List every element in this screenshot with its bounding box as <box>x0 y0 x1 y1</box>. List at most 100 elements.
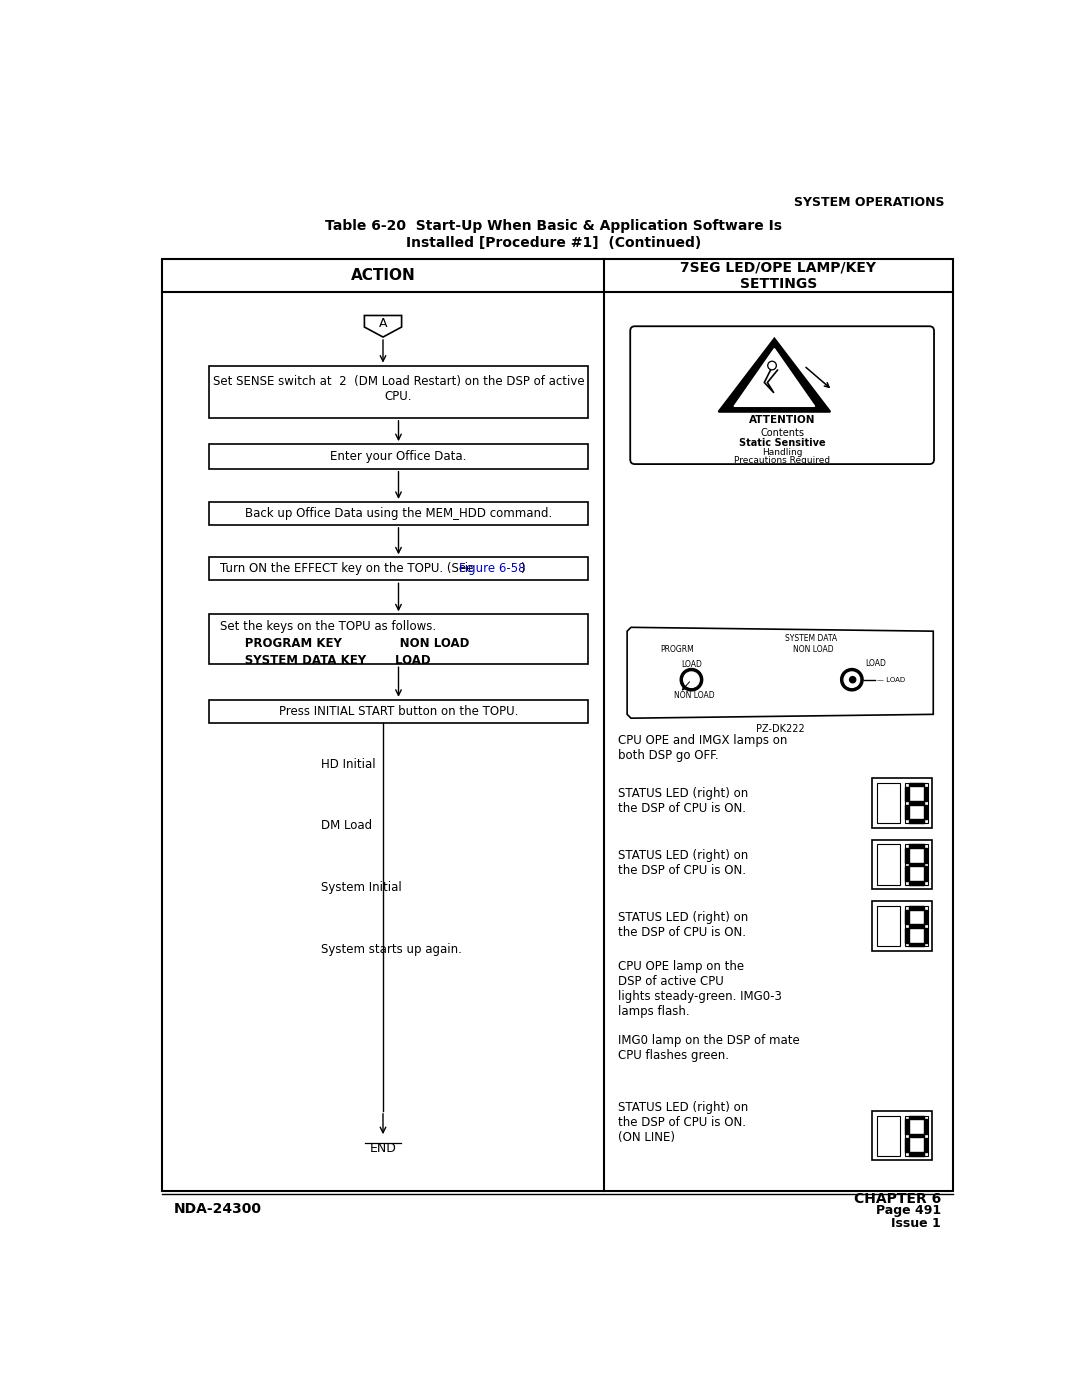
Text: CPU OPE and IMGX lamps on
both DSP go OFF.: CPU OPE and IMGX lamps on both DSP go OF… <box>618 733 787 761</box>
Text: A: A <box>379 317 388 331</box>
Text: 7SEG LED/OPE LAMP/KEY
SETTINGS: 7SEG LED/OPE LAMP/KEY SETTINGS <box>680 261 876 291</box>
Bar <box>905 805 908 819</box>
Text: Page 491: Page 491 <box>876 1204 941 1218</box>
Text: ACTION: ACTION <box>351 268 416 284</box>
Bar <box>905 787 908 800</box>
FancyBboxPatch shape <box>877 782 900 823</box>
Bar <box>908 819 923 823</box>
FancyBboxPatch shape <box>208 615 589 665</box>
Bar <box>923 805 928 819</box>
Text: Issue 1: Issue 1 <box>891 1217 941 1229</box>
Text: PROGRAM KEY              NON LOAD: PROGRAM KEY NON LOAD <box>220 637 470 651</box>
Bar <box>905 928 908 943</box>
Polygon shape <box>734 349 814 407</box>
Bar <box>923 1137 928 1153</box>
Text: END: END <box>369 1141 396 1155</box>
Bar <box>908 882 923 884</box>
Text: Back up Office Data using the MEM_HDD command.: Back up Office Data using the MEM_HDD co… <box>245 507 552 520</box>
Text: ): ) <box>521 563 525 576</box>
FancyBboxPatch shape <box>631 327 934 464</box>
FancyBboxPatch shape <box>877 907 900 946</box>
Circle shape <box>768 362 777 370</box>
Bar <box>908 925 923 928</box>
Text: Set SENSE switch at  2  (DM Load Restart) on the DSP of active
CPU.: Set SENSE switch at 2 (DM Load Restart) … <box>213 374 584 402</box>
Bar <box>908 1116 923 1119</box>
FancyBboxPatch shape <box>905 782 928 823</box>
FancyBboxPatch shape <box>872 901 932 951</box>
FancyBboxPatch shape <box>877 844 900 884</box>
Bar <box>908 907 923 909</box>
Text: Press INITIAL START button on the TOPU.: Press INITIAL START button on the TOPU. <box>279 704 518 718</box>
FancyBboxPatch shape <box>208 366 589 418</box>
Bar <box>923 848 928 863</box>
Text: STATUS LED (right) on
the DSP of CPU is ON.
(ON LINE): STATUS LED (right) on the DSP of CPU is … <box>618 1101 748 1144</box>
Bar <box>923 787 928 800</box>
FancyBboxPatch shape <box>208 502 589 525</box>
FancyBboxPatch shape <box>162 260 953 1192</box>
Bar <box>923 1119 928 1134</box>
Text: STATUS LED (right) on
the DSP of CPU is ON.: STATUS LED (right) on the DSP of CPU is … <box>618 788 748 816</box>
Text: CHAPTER 6: CHAPTER 6 <box>854 1192 941 1206</box>
Circle shape <box>840 669 863 692</box>
Text: LOAD: LOAD <box>865 659 886 668</box>
Bar <box>923 866 928 882</box>
Text: Contents: Contents <box>760 427 805 437</box>
Text: Turn ON the EFFECT key on the TOPU. (See: Turn ON the EFFECT key on the TOPU. (See <box>220 563 477 576</box>
Text: Table 6-20  Start-Up When Basic & Application Software Is: Table 6-20 Start-Up When Basic & Applica… <box>325 219 782 233</box>
FancyBboxPatch shape <box>877 1116 900 1155</box>
Bar <box>908 782 923 787</box>
Text: LOAD: LOAD <box>681 659 702 669</box>
Bar <box>908 1134 923 1137</box>
Text: NON LOAD: NON LOAD <box>793 645 834 654</box>
FancyBboxPatch shape <box>208 557 589 580</box>
Text: DM Load: DM Load <box>321 820 373 833</box>
FancyBboxPatch shape <box>872 840 932 888</box>
Polygon shape <box>627 627 933 718</box>
Bar <box>908 943 923 946</box>
Bar <box>905 866 908 882</box>
Circle shape <box>769 363 775 369</box>
Text: SYSTEM DATA KEY       LOAD: SYSTEM DATA KEY LOAD <box>220 654 431 668</box>
FancyBboxPatch shape <box>208 444 589 469</box>
Text: Enter your Office Data.: Enter your Office Data. <box>330 450 467 462</box>
Bar <box>908 800 923 805</box>
Text: System starts up again.: System starts up again. <box>321 943 462 956</box>
Text: HD Initial: HD Initial <box>321 759 376 771</box>
Text: SYSTEM OPERATIONS: SYSTEM OPERATIONS <box>795 196 945 210</box>
Bar <box>908 863 923 866</box>
Text: Set the keys on the TOPU as follows.: Set the keys on the TOPU as follows. <box>220 620 436 633</box>
Bar <box>908 1153 923 1155</box>
Text: IMG0 lamp on the DSP of mate
CPU flashes green.: IMG0 lamp on the DSP of mate CPU flashes… <box>618 1034 799 1062</box>
Bar <box>905 1119 908 1134</box>
Text: STATUS LED (right) on
the DSP of CPU is ON.: STATUS LED (right) on the DSP of CPU is … <box>618 911 748 939</box>
Polygon shape <box>364 316 402 337</box>
Text: — LOAD: — LOAD <box>877 676 905 683</box>
Bar <box>905 909 908 925</box>
FancyBboxPatch shape <box>905 844 928 884</box>
Text: NON LOAD: NON LOAD <box>674 690 715 700</box>
Circle shape <box>850 676 855 683</box>
Bar <box>905 1137 908 1153</box>
Text: System Initial: System Initial <box>321 882 402 894</box>
Text: SYSTEM DATA: SYSTEM DATA <box>785 634 837 643</box>
FancyBboxPatch shape <box>905 1116 928 1155</box>
Circle shape <box>845 672 860 687</box>
Text: Static Sensitive: Static Sensitive <box>739 437 825 448</box>
Polygon shape <box>718 338 831 412</box>
FancyBboxPatch shape <box>208 700 589 722</box>
Text: CPU OPE lamp on the
DSP of active CPU
lights steady-green. IMG0-3
lamps flash.: CPU OPE lamp on the DSP of active CPU li… <box>618 960 782 1018</box>
Text: PROGRM: PROGRM <box>661 645 694 654</box>
FancyBboxPatch shape <box>905 907 928 946</box>
Text: ATTENTION: ATTENTION <box>748 415 815 425</box>
Bar <box>908 844 923 848</box>
Bar <box>905 848 908 863</box>
Bar <box>923 928 928 943</box>
Bar <box>923 909 928 925</box>
Text: Precautions Required: Precautions Required <box>734 457 831 465</box>
Text: STATUS LED (right) on
the DSP of CPU is ON.: STATUS LED (right) on the DSP of CPU is … <box>618 849 748 877</box>
Text: Figure 6-58: Figure 6-58 <box>459 563 526 576</box>
Circle shape <box>680 669 703 692</box>
FancyBboxPatch shape <box>872 778 932 827</box>
FancyBboxPatch shape <box>872 1111 932 1160</box>
Text: Installed [Procedure #1]  (Continued): Installed [Procedure #1] (Continued) <box>406 236 701 250</box>
